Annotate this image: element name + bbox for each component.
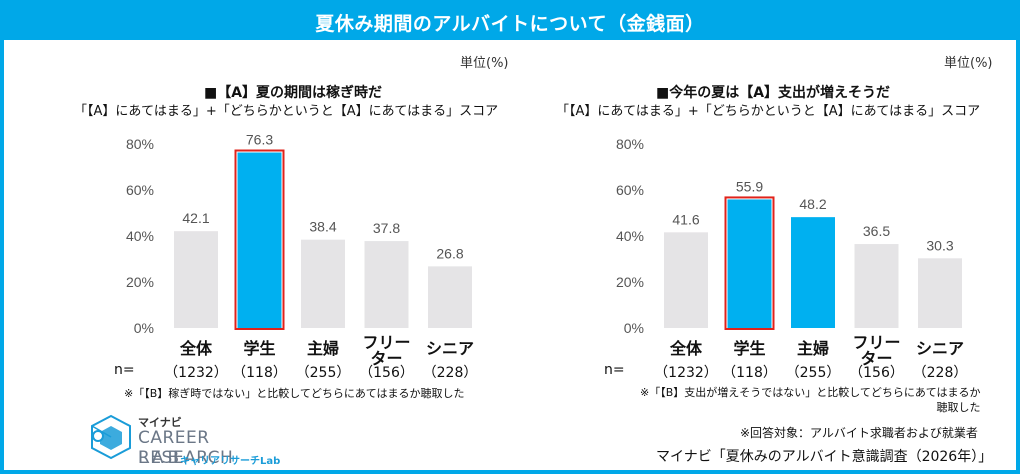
category-label: 学生	[733, 339, 765, 358]
data-label: 41.6	[672, 211, 699, 227]
logo-brand-main: CAREER RESEARCH	[138, 428, 234, 468]
note-right: ※「【B】支出が増えそうではない」と比較してどちらにあてはまるか 聴取した	[640, 386, 981, 414]
chart-right-title: ■今年の夏は【A】支出が増えそうだ	[656, 85, 891, 101]
chart-right-subtitle: 「【A】にあてはまる」+「どちらかというと【A】にあてはまる」スコア	[556, 104, 981, 119]
data-label: 55.9	[736, 178, 763, 194]
data-label: 48.2	[799, 196, 826, 212]
bar-highlight-border	[234, 149, 285, 331]
logo-brand-kana: キャリアリサーチLab	[180, 456, 281, 467]
category-label: ター	[860, 349, 892, 368]
y-tick-label: 40%	[616, 228, 644, 244]
data-label: 36.5	[863, 223, 890, 239]
n-label: n=	[114, 362, 135, 378]
n-value: （118）	[722, 365, 777, 381]
chart-left-subtitle: 「【A】にあてはまる」+「どちらかというと【A】にあてはまる」スコア	[74, 104, 499, 119]
data-label: 37.8	[373, 220, 400, 236]
n-value: （228）	[912, 365, 968, 381]
n-row-right: n= （1232） （118） （255） （156） （228）	[604, 362, 974, 382]
bar-3	[364, 241, 409, 328]
y-tick-label: 20%	[616, 274, 644, 290]
data-label: 42.1	[182, 210, 209, 226]
category-label: 主婦	[307, 339, 339, 358]
n-value: （1232）	[654, 365, 718, 381]
y-tick-label: 40%	[126, 228, 154, 244]
n-value: （156）	[359, 365, 414, 381]
chart-left: 0% 20% 40% 60% 80% 42.1 全体 76.3 学生 38.4 主婦 37.8 フリータ…	[126, 132, 474, 368]
bar-highlight-border	[724, 196, 775, 331]
category-label: 主婦	[797, 339, 829, 358]
source-note: マイナビ「夏休みのアルバイト意識調査（2026年）」	[656, 449, 993, 465]
unit-label-left: 単位(%)	[460, 56, 509, 71]
category-label: 全体	[669, 339, 703, 358]
n-value: （255）	[785, 365, 841, 381]
category-label: 学生	[243, 339, 275, 358]
respondents-note: ※回答対象：アルバイト求職者および就業者	[740, 426, 978, 440]
category-label: シニア	[426, 339, 474, 358]
y-tick-label: 80%	[616, 136, 644, 152]
n-row-left: n= （1232） （118） （255） （156） （228）	[114, 362, 484, 382]
logo-brand-lab: LAB	[138, 448, 184, 468]
n-value: （1232）	[164, 365, 228, 381]
bar-3	[854, 244, 899, 328]
y-tick-label: 60%	[616, 182, 644, 198]
n-value: （255）	[295, 365, 351, 381]
bar-0	[664, 232, 708, 328]
bar-4	[918, 258, 962, 328]
chart-left-title: ■【A】夏の期間は稼ぎ時だ	[204, 85, 383, 101]
y-tick-label: 60%	[126, 182, 154, 198]
data-label: 26.8	[436, 245, 463, 261]
data-label: 30.3	[926, 237, 953, 253]
logo-brand-small: マイナビ	[138, 416, 182, 429]
bar-1	[237, 152, 282, 328]
category-label: シニア	[916, 339, 964, 358]
chart-right: 0% 20% 40% 60% 80% 41.6 全体 55.9 学生 48.2 主婦 36.5 フリータ…	[616, 136, 964, 368]
career-research-lab-logo: マイナビ CAREER RESEARCH LAB キャリアリサーチLab	[88, 412, 308, 470]
n-value: （156）	[849, 365, 904, 381]
note-left: ※「【B】稼ぎ時ではない」と比較してどちらにあてはまるか聴取した	[124, 387, 465, 400]
category-label: フリー	[362, 333, 410, 352]
y-tick-label: 20%	[126, 274, 154, 290]
y-tick-label: 0%	[624, 320, 644, 336]
category-label: 全体	[179, 339, 213, 358]
y-tick-label: 0%	[134, 320, 154, 336]
data-label: 76.3	[246, 132, 273, 148]
category-label: ター	[370, 349, 402, 368]
bar-1	[727, 199, 772, 328]
n-label: n=	[604, 362, 625, 378]
bar-2	[301, 239, 345, 328]
bar-4	[428, 266, 472, 328]
unit-label-right: 単位(%)	[944, 56, 993, 71]
page-title: 夏休み期間のアルバイトについて（金銭面）	[4, 4, 1016, 40]
data-label: 38.4	[309, 219, 336, 235]
category-label: フリー	[852, 333, 900, 352]
n-value: （118）	[232, 365, 287, 381]
bar-2	[791, 217, 835, 328]
bar-0	[174, 231, 218, 328]
y-tick-label: 80%	[126, 136, 154, 152]
career-research-lab-logo-icon	[91, 414, 131, 460]
n-value: （228）	[422, 365, 478, 381]
